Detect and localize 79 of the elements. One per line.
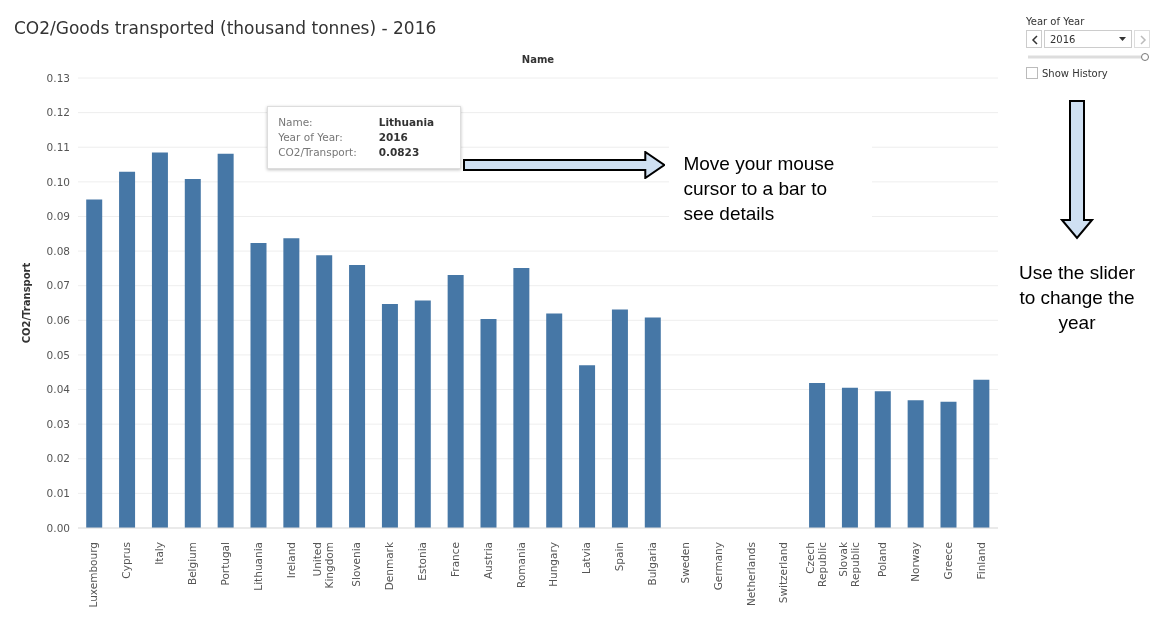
- y-tick-label: 0.02: [46, 452, 70, 465]
- x-tick-label: Denmark: [383, 541, 396, 591]
- bar: [644, 317, 661, 528]
- x-tick-label: Czech Republic: [804, 541, 829, 587]
- bar: [283, 238, 300, 528]
- x-tick-label: Poland: [876, 542, 888, 578]
- bar: [184, 179, 201, 528]
- x-tick-label: Slovak Republic: [837, 541, 862, 587]
- x-tick-label: Lithuania: [251, 542, 264, 591]
- bar: [414, 300, 431, 528]
- x-tick-label: Romania: [514, 542, 527, 588]
- x-tick-label: Finland: [974, 542, 987, 580]
- bar: [973, 379, 990, 528]
- x-tick-label: Ireland: [284, 542, 297, 579]
- x-tick-label: Spain: [613, 542, 626, 572]
- text: Show History: [1042, 67, 1108, 79]
- y-tick-label: 0.01: [46, 487, 70, 500]
- y-tick-label: 0.07: [46, 279, 70, 292]
- y-tick-label: 0.04: [46, 383, 71, 396]
- text: Use the slider to change the year: [1018, 261, 1136, 335]
- x-tick-label: Estonia: [416, 542, 428, 581]
- x-tick-label: Belgium: [186, 542, 198, 586]
- x-tick-label: Greece: [941, 542, 954, 580]
- bar: [349, 264, 366, 528]
- y-tick-label: 0.08: [46, 244, 70, 257]
- x-tick-label: Austria: [481, 542, 494, 580]
- x-tick-label: Norway: [908, 542, 921, 582]
- bar: [119, 171, 136, 528]
- annotation: Lithuania: [378, 114, 436, 130]
- bar: [480, 318, 497, 528]
- bar: [841, 387, 858, 528]
- x-tick-label: France: [448, 542, 461, 577]
- x-tick-label: Italy: [153, 542, 166, 565]
- annotation: 0.0823: [378, 144, 421, 160]
- x-tick-label: Cyprus: [120, 542, 133, 579]
- annotation: 2016: [378, 129, 409, 145]
- y-axis-title: CO2/Transport: [20, 262, 32, 344]
- bar: [217, 153, 234, 528]
- y-tick-label: 0.00: [46, 521, 70, 534]
- bar: [940, 401, 957, 528]
- x-tick-label: Germany: [711, 542, 724, 591]
- bar: [86, 199, 103, 528]
- x-tick-label: Sweden: [678, 542, 691, 584]
- y-tick-label: 0.05: [46, 348, 70, 361]
- x-tick-label: Latvia: [580, 542, 593, 574]
- annotation: Year of Year:: [278, 129, 344, 145]
- y-tick-label: 0.09: [46, 210, 70, 223]
- bar: [381, 304, 398, 528]
- bar: [250, 243, 267, 528]
- x-tick-label: Slovenia: [350, 542, 363, 587]
- annotation: CO2/Transport:: [278, 144, 358, 160]
- bar: [447, 274, 464, 528]
- bar: [809, 382, 826, 528]
- x-axis-title: Name: [520, 54, 556, 65]
- bar: [513, 268, 530, 528]
- x-tick-label: Bulgaria: [646, 542, 658, 586]
- y-tick-label: 0.06: [46, 314, 71, 327]
- x-tick-label: Netherlands: [744, 542, 757, 607]
- bar: [874, 391, 891, 528]
- bar: [907, 400, 924, 528]
- y-tick-label: 0.13: [46, 71, 70, 84]
- x-tick-label: United Kingdom: [311, 542, 336, 589]
- y-tick-label: 0.12: [46, 106, 70, 119]
- x-tick-label: Portugal: [218, 542, 231, 586]
- x-tick-label: Luxembourg: [87, 542, 100, 608]
- annotation: Name:: [278, 114, 314, 130]
- bar: [546, 313, 563, 528]
- y-tick-label: 0.10: [46, 175, 70, 188]
- y-tick-label: 0.03: [46, 417, 70, 430]
- bar: [316, 255, 333, 528]
- bar: [579, 365, 596, 528]
- bar: [611, 309, 628, 528]
- x-tick-label: Hungary: [547, 542, 560, 587]
- bar: [151, 152, 168, 528]
- text: Year of Year: [1026, 16, 1086, 27]
- text: 2016: [1050, 33, 1076, 45]
- y-tick-label: 0.11: [46, 140, 70, 153]
- chart-title: CO2/Goods transported (thousand tonnes) - 2016: [14, 18, 437, 38]
- x-tick-label: Switzerland: [777, 542, 790, 604]
